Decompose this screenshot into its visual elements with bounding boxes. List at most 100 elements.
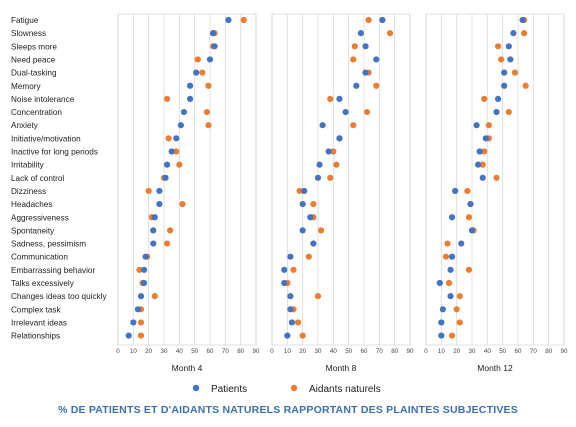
patient-dot: [186, 82, 194, 89]
patient-dot: [287, 253, 294, 260]
aidant-dot: [498, 56, 505, 63]
aidant-dot: [327, 174, 334, 181]
patient-dot: [501, 69, 508, 76]
aidant-dot: [511, 69, 519, 76]
x-tick-label: 90: [407, 348, 414, 355]
category-label: Need peace: [11, 55, 56, 64]
x-tick-label: 10: [130, 348, 137, 355]
figure-caption: % DE PATIENTS ET D'AIDANTS NATURELS RAPP…: [58, 404, 518, 416]
category-label: Irrelevant ideas: [11, 318, 67, 327]
category-label: Sleeps more: [11, 42, 57, 51]
patient-dot: [447, 266, 454, 273]
patient-dot: [134, 306, 142, 313]
patient-dot: [467, 201, 474, 208]
x-tick-label: 60: [515, 348, 522, 355]
aidant-dot: [465, 266, 473, 273]
aidant-dot: [453, 306, 460, 313]
aidant-dot: [205, 122, 212, 129]
patient-dot: [362, 69, 369, 76]
x-tick-label: 70: [376, 348, 383, 355]
aidant-dot: [456, 319, 463, 326]
aidant-dot: [314, 293, 322, 300]
patient-dot: [130, 319, 137, 326]
category-labels: Fatigue Slowness Sleeps more Need peace Dual…: [11, 16, 568, 373]
x-tick-label: 90: [561, 348, 568, 355]
patient-dot: [173, 135, 180, 142]
aidant-dot: [351, 43, 358, 50]
aidant-dot: [481, 95, 488, 102]
patient-dot: [438, 332, 445, 339]
patient-dot: [140, 266, 148, 273]
patient-dot: [458, 240, 465, 247]
patient-dot: [177, 122, 184, 129]
patient-dot: [125, 332, 132, 339]
aidant-dot: [481, 148, 488, 155]
x-tick-label: 90: [253, 348, 260, 355]
x-tick-label: 50: [499, 348, 506, 355]
x-tick-label: 20: [299, 348, 306, 355]
aidant-dot: [176, 161, 183, 168]
aidant-dot: [199, 69, 206, 76]
category-label: Spontaneity: [11, 226, 55, 235]
aidant-dot: [194, 56, 201, 63]
aidant-dot: [448, 332, 456, 339]
x-tick-label: 70: [530, 348, 537, 355]
aidant-dot: [456, 293, 463, 300]
aidant-dot: [137, 332, 145, 339]
aidant-dot: [494, 43, 502, 50]
x-tick-label: 60: [361, 348, 368, 355]
aidant-dot: [299, 332, 306, 339]
category-label: Communication: [11, 253, 68, 262]
patient-dot: [281, 279, 288, 287]
aidant-dot: [444, 240, 451, 247]
x-tick-label: 40: [176, 348, 183, 355]
patient-dot: [150, 227, 157, 234]
x-tick-label: 30: [161, 348, 168, 355]
aidant-dot: [363, 108, 371, 116]
category-label: Memory: [11, 82, 41, 91]
category-label: Noise intolerance: [11, 95, 75, 104]
patient-dot: [140, 279, 148, 287]
aidant-dot: [179, 201, 186, 208]
patient-dot: [211, 43, 218, 50]
category-label: Aggressiveness: [11, 213, 69, 222]
aidant-dot: [173, 148, 180, 155]
patient-dot: [209, 30, 217, 37]
patient-dot: [288, 319, 296, 326]
aidant-dot: [137, 319, 145, 326]
x-tick-label: 30: [315, 348, 322, 355]
grid-layer: [117, 13, 565, 346]
patient-dot: [448, 253, 456, 260]
aidant-dot: [522, 82, 529, 89]
aidant-dot: [167, 227, 174, 234]
patient-dot: [473, 122, 480, 129]
category-label: Changes ideas too quickly: [11, 292, 107, 301]
patient-dot: [493, 108, 500, 116]
x-tick-label: 10: [284, 348, 291, 355]
x-tick-label: 10: [438, 348, 445, 355]
legend-label: Aidants naturels: [309, 384, 381, 395]
patient-dot: [314, 174, 322, 181]
patient-dot: [438, 319, 445, 326]
aidant-dot: [327, 95, 334, 102]
panel-title: Month 8: [326, 363, 357, 373]
panel-title: Month 12: [477, 363, 513, 373]
patient-dot: [482, 135, 489, 142]
patient-dot: [156, 187, 163, 195]
patient-dot: [307, 214, 314, 221]
x-tick-label: 60: [207, 348, 214, 355]
patient-dot: [452, 187, 459, 195]
x-tick-label: 40: [330, 348, 337, 355]
x-tick-label: 80: [237, 348, 244, 355]
x-tick-label: 20: [145, 348, 152, 355]
category-label: Complex task: [11, 305, 62, 314]
patient-dot: [379, 16, 386, 24]
data-marks: [125, 16, 529, 339]
patient-dot: [281, 266, 288, 273]
category-label: Slowness: [11, 29, 46, 38]
patient-dot: [163, 161, 171, 168]
x-tick-label: 70: [222, 348, 229, 355]
aidant-dot: [505, 108, 512, 116]
